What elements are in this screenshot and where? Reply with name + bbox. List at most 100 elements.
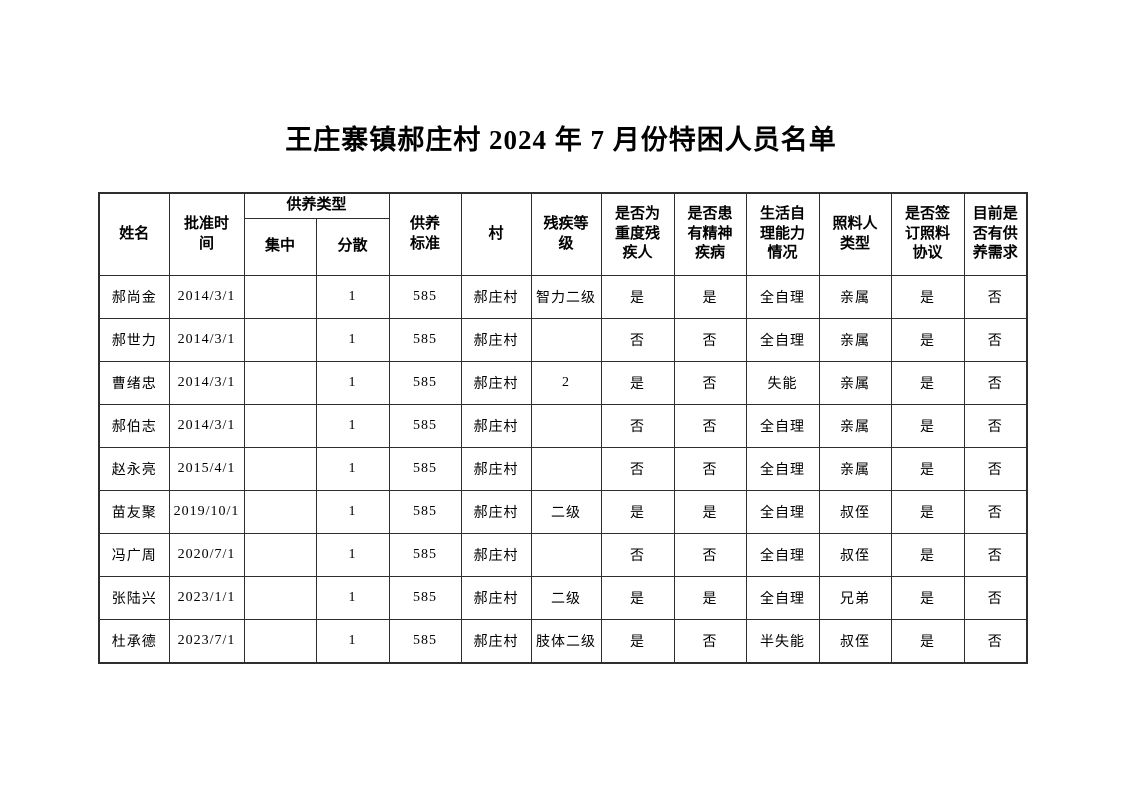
table-cell: 585 [388,576,462,620]
table-cell: 全自理 [745,576,820,620]
table-cell: 否 [963,533,1028,577]
table-cell: 半失能 [745,619,820,664]
table-cell: 全自理 [745,533,820,577]
table-cell: 585 [388,533,462,577]
table-cell [243,533,317,577]
table-cell: 是 [673,490,747,534]
table-cell: 郝庄村 [460,533,532,577]
table-cell [530,447,602,491]
table-cell: 苗友聚 [98,490,170,534]
table-cell [530,404,602,448]
table-cell: 是 [890,275,965,319]
table-cell: 二级 [530,490,602,534]
table-cell: 赵永亮 [98,447,170,491]
table-cell [530,533,602,577]
table-cell: 郝庄村 [460,318,532,362]
table-cell [243,318,317,362]
table-cell: 是 [600,619,675,664]
table-cell: 否 [963,490,1028,534]
table-cell: 郝庄村 [460,576,532,620]
header-centralized: 集中 [243,218,317,276]
table-cell: 585 [388,275,462,319]
table-cell: 是 [600,576,675,620]
table-cell: 否 [600,533,675,577]
table-cell: 否 [673,447,747,491]
table-cell: 郝庄村 [460,490,532,534]
table-row: 赵永亮 2015/4/1 1 585 郝庄村否否全自理 亲属是否 [98,447,1028,491]
header-severe-disabled: 是否为重度残疾人 [600,192,675,276]
table-cell: 亲属 [818,361,892,405]
table-cell: 否 [963,318,1028,362]
table-cell: 1 [315,619,390,664]
table-cell: 2015/4/1 [168,447,245,491]
header-name: 姓名 [98,192,170,276]
table-cell: 郝庄村 [460,619,532,664]
header-care-agreement: 是否签订照料协议 [890,192,965,276]
table-cell: 是 [600,361,675,405]
table-cell: 是 [600,490,675,534]
table-cell: 2020/7/1 [168,533,245,577]
table-cell: 否 [963,619,1028,664]
table-cell: 否 [673,619,747,664]
table-cell: 叔侄 [818,619,892,664]
table-cell: 否 [600,447,675,491]
table-cell: 全自理 [745,275,820,319]
table-cell: 1 [315,447,390,491]
table-cell: 是 [890,490,965,534]
table-cell: 否 [600,404,675,448]
header-self-care: 生活自理能力情况 [745,192,820,276]
table-cell: 张陆兴 [98,576,170,620]
table-cell: 2019/10/1 [168,490,245,534]
table-cell [243,447,317,491]
table-cell: 亲属 [818,447,892,491]
table-cell: 是 [890,361,965,405]
table-cell: 否 [673,533,747,577]
header-dispersed: 分散 [315,218,390,276]
table-cell: 智力二级 [530,275,602,319]
table-cell: 杜承德 [98,619,170,664]
header-approval-time: 批准时间 [168,192,245,276]
table-cell: 是 [890,318,965,362]
table-row: 张陆兴 2023/1/1 1 585 郝庄村 二级是是全自理 兄弟是否 [98,576,1028,620]
table-cell: 郝尚金 [98,275,170,319]
table-row: 杜承德 2023/7/1 1 585 郝庄村 肢体二级是否半失能 叔侄是否 [98,619,1028,664]
table-cell: 1 [315,275,390,319]
table-cell: 二级 [530,576,602,620]
table-cell: 2014/3/1 [168,404,245,448]
table-cell: 郝庄村 [460,447,532,491]
table-cell: 2014/3/1 [168,318,245,362]
table-cell: 2014/3/1 [168,361,245,405]
table-cell: 是 [890,619,965,664]
table-cell: 肢体二级 [530,619,602,664]
table-cell: 1 [315,533,390,577]
table-cell: 1 [315,404,390,448]
page-title: 王庄寨镇郝庄村 2024 年 7 月份特困人员名单 [285,125,837,155]
table-cell [243,275,317,319]
table-cell: 叔侄 [818,533,892,577]
table-cell: 是 [673,275,747,319]
table-cell: 郝伯志 [98,404,170,448]
table-cell: 曹绪忠 [98,361,170,405]
table-cell [243,404,317,448]
table-cell: 全自理 [745,447,820,491]
table-cell: 585 [388,447,462,491]
table-cell: 亲属 [818,275,892,319]
table-row: 冯广周 2020/7/1 1 585 郝庄村否否全自理 叔侄是否 [98,533,1028,577]
table-cell: 是 [600,275,675,319]
roster-table: 姓名 批准时间 供养类型 供养标准 村 残疾等级 是否为重度残疾人 是否患有精神… [98,192,1029,664]
table-cell: 否 [600,318,675,362]
table-cell: 冯广周 [98,533,170,577]
header-disability-level: 残疾等级 [530,192,602,276]
table-cell: 全自理 [745,490,820,534]
table-cell [243,490,317,534]
table-cell: 2014/3/1 [168,275,245,319]
table-cell: 亲属 [818,404,892,448]
table-cell: 585 [388,404,462,448]
table-cell: 全自理 [745,404,820,448]
header-support-need: 目前是否有供养需求 [963,192,1028,276]
table-row: 曹绪忠 2014/3/1 1 585 郝庄村 2 是否失能 亲属是否 [98,361,1028,405]
header-row-sub: 集中 分散 [99,218,1027,276]
table-cell: 1 [315,361,390,405]
table-cell: 1 [315,318,390,362]
